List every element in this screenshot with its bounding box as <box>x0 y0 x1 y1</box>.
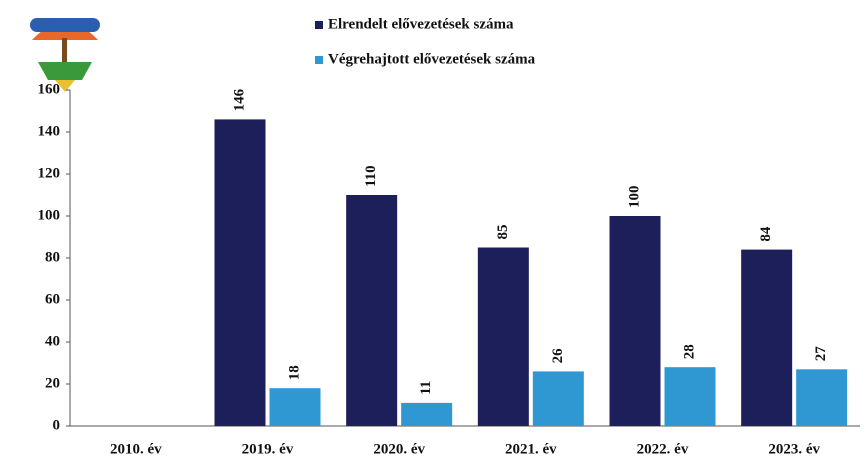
bar <box>478 248 529 427</box>
y-tick-label: 20 <box>45 375 60 391</box>
x-tick-label: 2022. év <box>637 441 689 457</box>
x-tick-label: 2020. év <box>373 441 425 457</box>
page: {"chart_data": {"type": "bar", "categori… <box>0 0 865 460</box>
bar <box>533 371 584 426</box>
y-tick-label: 100 <box>38 207 61 223</box>
bar <box>346 195 397 426</box>
data-label: 28 <box>681 344 697 359</box>
bar <box>741 250 792 426</box>
x-tick-label: 2021. év <box>505 441 557 457</box>
data-label: 85 <box>495 224 511 239</box>
data-label: 110 <box>363 165 379 187</box>
bar <box>270 388 321 426</box>
bar <box>665 367 716 426</box>
data-label: 18 <box>286 365 302 380</box>
bar <box>610 216 661 426</box>
data-label: 11 <box>418 381 434 395</box>
bar <box>796 369 847 426</box>
y-tick-label: 160 <box>38 81 61 97</box>
data-label: 146 <box>231 88 247 111</box>
data-label: 100 <box>626 186 642 209</box>
chart: 0 20 40 60 80 100 120 140 160 Elrendelt elővezeté… <box>0 0 865 460</box>
legend-label: Elrendelt elővezetések száma <box>328 16 514 32</box>
y-tick-label: 60 <box>45 291 60 307</box>
y-tick-label: 40 <box>45 333 60 349</box>
y-tick-label: 140 <box>38 123 61 139</box>
data-label: 27 <box>813 346 829 362</box>
legend-label: Végrehajtott elővezetések száma <box>328 51 536 67</box>
bar <box>215 119 266 426</box>
x-tick-label: 2019. év <box>242 441 294 457</box>
legend-swatch <box>315 21 323 29</box>
data-label: 84 <box>758 226 774 242</box>
y-tick-label: 0 <box>53 417 61 433</box>
x-tick-label: 2023. év <box>768 441 820 457</box>
y-tick-label: 80 <box>45 249 60 265</box>
bar <box>401 403 452 426</box>
legend-swatch <box>315 56 323 64</box>
y-tick-label: 120 <box>38 165 61 181</box>
x-tick-label: 2010. év <box>110 441 162 457</box>
data-label: 26 <box>550 348 566 364</box>
